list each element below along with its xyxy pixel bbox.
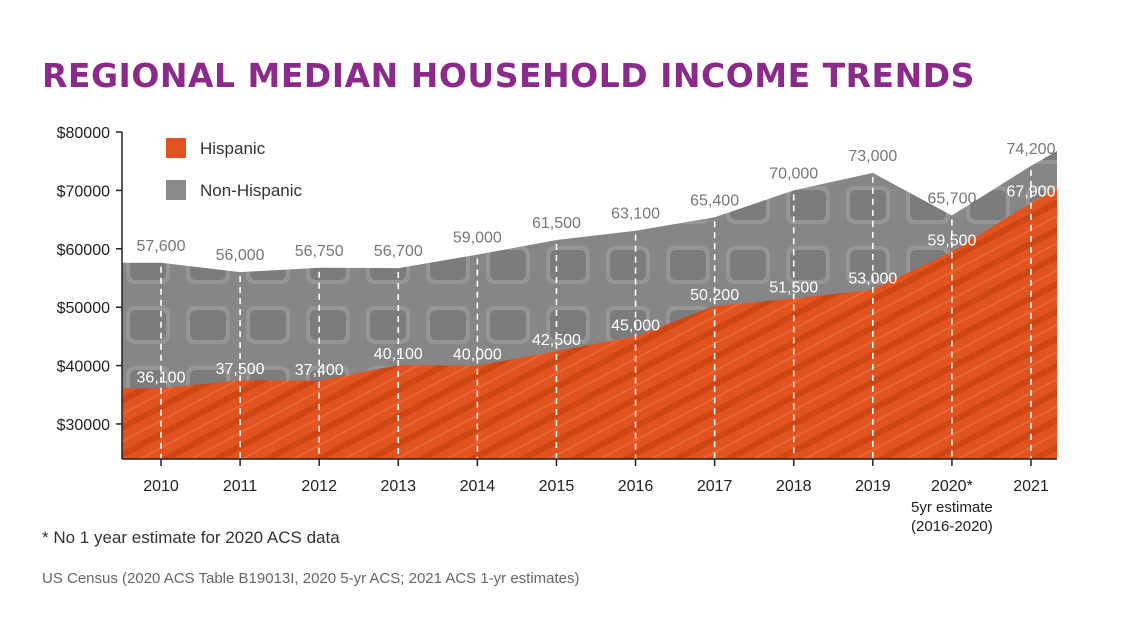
hispanic-value-label: 42,500 bbox=[532, 332, 581, 349]
x-tick-label: 2012 bbox=[301, 478, 337, 495]
non-hispanic-value-label: 56,750 bbox=[295, 243, 344, 260]
x-tick-label: 2010 bbox=[143, 478, 179, 495]
non-hispanic-value-label: 59,000 bbox=[453, 230, 502, 247]
non-hispanic-value-label: 56,700 bbox=[374, 243, 423, 260]
y-tick-label: $30000 bbox=[57, 417, 110, 434]
hispanic-value-label: 53,000 bbox=[848, 271, 897, 288]
hispanic-value-label: 67,900 bbox=[1007, 184, 1056, 201]
y-tick-label: $60000 bbox=[57, 242, 110, 259]
y-tick-label: $40000 bbox=[57, 359, 110, 376]
x-tick-label: 2015 bbox=[539, 478, 575, 495]
non-hispanic-value-label: 63,100 bbox=[611, 206, 660, 223]
hispanic-value-label: 36,100 bbox=[137, 369, 186, 386]
hispanic-value-label: 40,100 bbox=[374, 346, 423, 363]
area-layer bbox=[122, 151, 1057, 459]
y-tick-label: $70000 bbox=[57, 183, 110, 200]
x-tick-label: 2020* bbox=[931, 478, 973, 495]
non-hispanic-value-label: 70,000 bbox=[769, 165, 818, 182]
x-tick-label: 2013 bbox=[380, 478, 416, 495]
hispanic-value-label: 37,400 bbox=[295, 362, 344, 379]
non-hispanic-value-label: 74,200 bbox=[1007, 141, 1056, 158]
hispanic-value-label: 51,500 bbox=[769, 279, 818, 296]
legend: Hispanic Non-Hispanic bbox=[166, 138, 303, 200]
legend-swatch bbox=[166, 138, 186, 158]
non-hispanic-value-label: 56,000 bbox=[216, 247, 265, 264]
non-hispanic-value-label: 65,700 bbox=[927, 191, 976, 208]
y-tick-label: $50000 bbox=[57, 300, 110, 317]
x-tick-label: 2014 bbox=[460, 478, 496, 495]
labels-layer: 57,600 56,000 56,750 56,700 59,000 61,500 63,1… bbox=[137, 141, 1056, 386]
x-tick-label: 2017 bbox=[697, 478, 733, 495]
hispanic-value-label: 45,000 bbox=[611, 317, 660, 334]
axis-layer: $30000 $40000 $50000 $60000 $70000 $80000 2010… bbox=[57, 125, 1057, 535]
legend-swatch bbox=[166, 180, 186, 200]
footnote: * No 1 year estimate for 2020 ACS data bbox=[42, 528, 340, 547]
legend-label: Hispanic bbox=[200, 139, 266, 158]
hispanic-value-label: 40,000 bbox=[453, 347, 502, 364]
source-note: US Census (2020 ACS Table B19013I, 2020 … bbox=[42, 570, 580, 587]
hispanic-value-label: 50,200 bbox=[690, 287, 739, 304]
legend-label: Non-Hispanic bbox=[200, 181, 303, 200]
hispanic-value-label: 59,500 bbox=[927, 233, 976, 250]
hispanic-area bbox=[122, 187, 1057, 459]
x-tick-note: 5yr estimate bbox=[911, 499, 993, 516]
non-hispanic-value-label: 61,500 bbox=[532, 215, 581, 232]
non-hispanic-value-label: 65,400 bbox=[690, 192, 739, 209]
hispanic-value-label: 37,500 bbox=[216, 361, 265, 378]
x-tick-label: 2019 bbox=[855, 478, 891, 495]
x-tick-label: 2011 bbox=[223, 478, 258, 495]
y-tick-label: $80000 bbox=[57, 125, 110, 142]
non-hispanic-value-label: 73,000 bbox=[848, 148, 897, 165]
x-tick-label: 2016 bbox=[618, 478, 654, 495]
non-hispanic-value-label: 57,600 bbox=[137, 238, 186, 255]
x-tick-note: (2016-2020) bbox=[911, 518, 993, 535]
chart-title: REGIONAL MEDIAN HOUSEHOLD INCOME TRENDS bbox=[42, 56, 975, 95]
x-tick-label: 2018 bbox=[776, 478, 812, 495]
x-tick-label: 2021 bbox=[1013, 478, 1049, 495]
